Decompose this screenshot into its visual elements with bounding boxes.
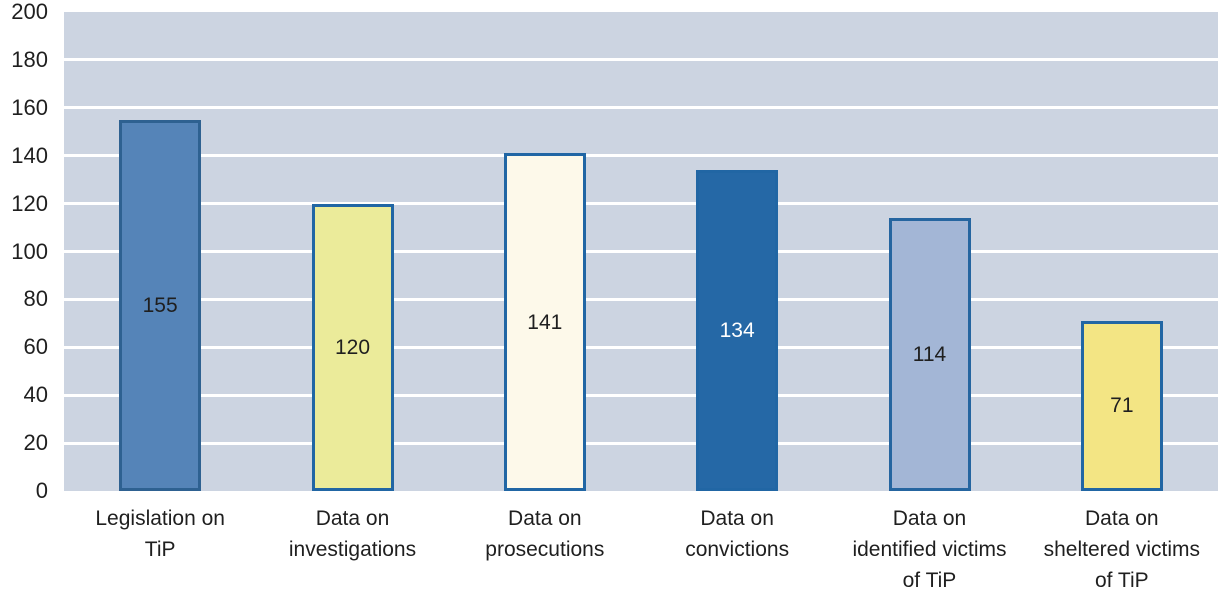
x-category-label: Data on investigations [288, 507, 417, 561]
gridline [64, 154, 1218, 158]
x-axis: Legislation on TiP Data on investigations… [64, 503, 1218, 596]
y-tick-label: 160 [11, 94, 48, 120]
y-tick-label: 200 [11, 0, 48, 24]
bar: 134 [696, 170, 779, 491]
bar: 141 [503, 153, 586, 491]
y-axis: 0 20 40 60 80 100 120 140 160 180 200 [0, 1, 50, 502]
gridline [64, 202, 1218, 206]
bar-value-label: 134 [719, 319, 755, 343]
gridline [64, 106, 1218, 110]
bar-value-label: 114 [912, 342, 947, 366]
y-tick-label: 100 [11, 238, 48, 264]
x-category-label: Data on sheltered victims of TiP [1043, 507, 1200, 592]
y-tick-label: 0 [35, 478, 48, 503]
x-category-label: Data on convictions [685, 507, 790, 561]
y-tick-label: 60 [23, 334, 48, 360]
bar: 71 [1080, 320, 1163, 491]
gridline [64, 58, 1218, 62]
bar-value-label: 155 [142, 293, 178, 317]
gridline [64, 250, 1218, 253]
gridline [64, 345, 1218, 349]
bar: 120 [311, 203, 394, 491]
y-tick-label: 20 [23, 430, 48, 456]
y-tick-label: 40 [23, 382, 48, 408]
gridline [64, 393, 1218, 397]
bar: 155 [119, 119, 202, 491]
x-category-label: Data on identified victims of TiP [852, 507, 1007, 592]
bar-value-label: 141 [527, 310, 563, 334]
bar-value-label: 120 [334, 335, 371, 359]
y-tick-label: 80 [23, 286, 48, 312]
y-tick-label: 140 [11, 142, 48, 168]
x-category-label: Data on prosecutions [485, 507, 605, 561]
x-category-label: Legislation on TiP [95, 507, 225, 561]
gridline [64, 297, 1218, 301]
y-tick-label: 180 [11, 46, 48, 72]
y-tick-label: 120 [11, 190, 48, 216]
bar-value-label: 71 [1110, 394, 1134, 418]
plot-area: 155 120 141 134 114 71 [64, 12, 1218, 491]
gridline [64, 441, 1218, 445]
bar: 114 [888, 217, 971, 491]
